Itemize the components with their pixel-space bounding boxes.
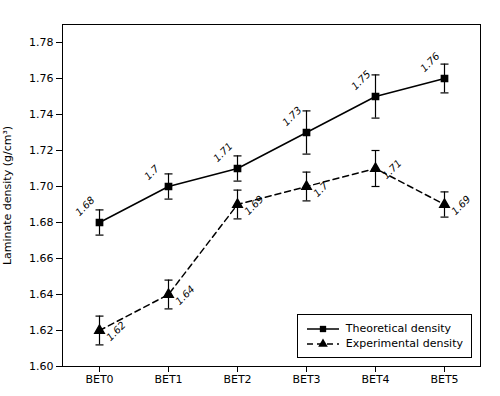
svg-text:1.71: 1.71 xyxy=(211,140,235,164)
svg-text:1.66: 1.66 xyxy=(29,252,54,265)
svg-text:1.70: 1.70 xyxy=(29,180,54,193)
html-text:Experimental density: Experimental density xyxy=(345,337,463,350)
svg-text:1.69: 1.69 xyxy=(242,193,266,217)
svg-text:Laminate density (g/cm³): Laminate density (g/cm³) xyxy=(1,126,14,265)
svg-text:BET5: BET5 xyxy=(430,373,458,386)
svg-text:1.69: 1.69 xyxy=(449,193,473,217)
svg-text:BET0: BET0 xyxy=(85,373,113,386)
svg-text:1.7: 1.7 xyxy=(142,162,161,181)
html-text:Theoretical density: Theoretical density xyxy=(345,322,452,335)
svg-text:1.73: 1.73 xyxy=(280,104,304,128)
svg-text:1.72: 1.72 xyxy=(29,144,54,157)
svg-text:BET4: BET4 xyxy=(361,373,389,386)
svg-text:1.64: 1.64 xyxy=(173,283,197,307)
svg-text:1.68: 1.68 xyxy=(29,216,54,229)
svg-text:1.76: 1.76 xyxy=(418,50,442,74)
svg-text:1.76: 1.76 xyxy=(29,72,54,85)
svg-text:1.60: 1.60 xyxy=(29,360,54,373)
svg-text:1.75: 1.75 xyxy=(349,68,373,92)
svg-text:BET2: BET2 xyxy=(223,373,251,386)
svg-text:1.71: 1.71 xyxy=(380,157,404,181)
svg-text:1.68: 1.68 xyxy=(73,194,97,218)
svg-text:1.64: 1.64 xyxy=(29,288,54,301)
svg-text:BET1: BET1 xyxy=(154,373,182,386)
svg-text:1.74: 1.74 xyxy=(29,108,54,121)
svg-text:1.7: 1.7 xyxy=(311,179,330,198)
svg-text:BET3: BET3 xyxy=(292,373,320,386)
svg-text:1.62: 1.62 xyxy=(104,319,128,343)
svg-text:1.62: 1.62 xyxy=(29,324,54,337)
svg-text:1.78: 1.78 xyxy=(29,36,54,49)
